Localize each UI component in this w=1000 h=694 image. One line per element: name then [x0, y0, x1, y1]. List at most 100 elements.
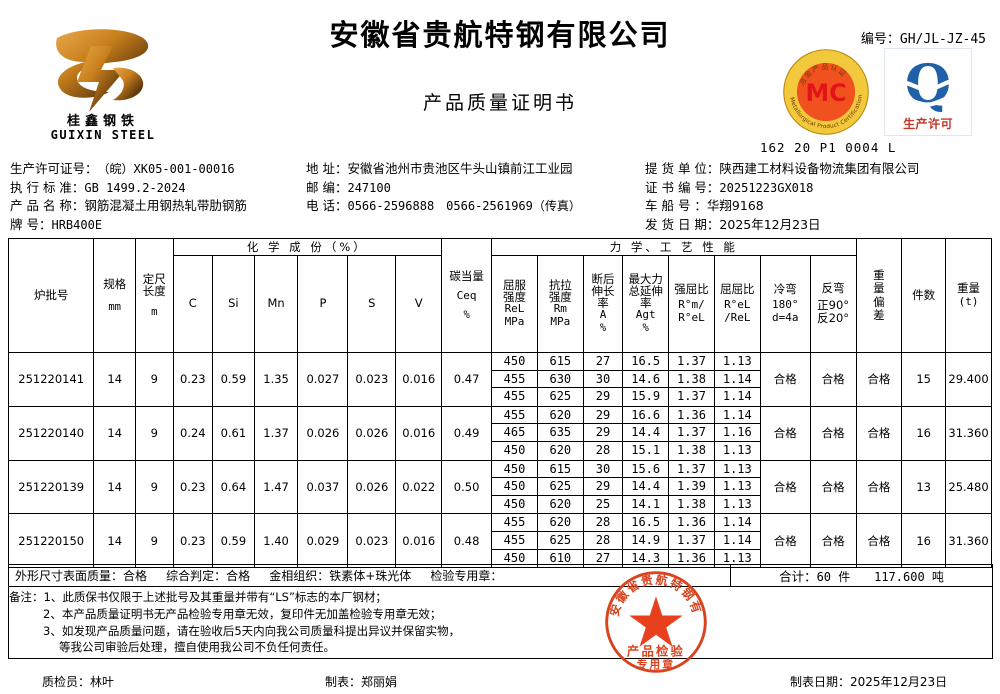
- info-row: 地 址：安徽省池州市贵池区牛头山镇前江工业园: [306, 160, 636, 179]
- info-key: 地 址：: [306, 161, 348, 176]
- cell-elongation: 29 29 28: [582, 405, 624, 461]
- document-title: 产品质量证明书: [422, 92, 577, 114]
- test-value: 1.13: [722, 442, 752, 457]
- test-value: 1.14: [714, 407, 760, 425]
- cell-elongation: 30 29 25: [582, 459, 624, 515]
- cell-yield-ratio: 1.14 1.14 1.13: [713, 513, 761, 569]
- info-key: 执 行 标 准：: [10, 179, 85, 195]
- test-value: 1.37: [669, 424, 714, 442]
- test-value: 450: [492, 461, 537, 479]
- info-row: 执 行 标 准：GB 1499.2-2024: [10, 179, 310, 198]
- document-header: 桂鑫钢铁 GUIXIN STEEL 安徽省贵航特钢有限公司 产品质量证明书 编号…: [0, 0, 1000, 155]
- cell-chem-v: 0.016: [395, 352, 443, 407]
- svg-text:MC: MC: [805, 79, 846, 107]
- test-value: 610: [549, 550, 572, 565]
- th-chem-s: S: [347, 255, 397, 353]
- info-row: 提 货 单 位：陕西建工材料设备物流集团有限公司: [645, 160, 995, 179]
- table-head: 炉批号 规格 mm 定尺 长度 m 化 学 成 份（%） 碳当量 Ceq % 力 …: [7, 238, 992, 353]
- cell-chem-s: 0.023: [347, 352, 397, 407]
- table-row: 251220140 14 9 0.24 0.61 1.37 0.026 0.026 0.016 0…: [7, 405, 992, 461]
- total-pieces: 60 件: [816, 570, 851, 584]
- cell-tensile-strength: 615 630 625: [536, 352, 584, 407]
- cell-chem-p: 0.026: [297, 405, 349, 461]
- test-value: 1.13: [722, 496, 752, 511]
- th-chem-c: C: [172, 255, 214, 353]
- cell-spec: 14: [93, 352, 137, 407]
- test-value: 30: [583, 461, 623, 479]
- quality-data-table: 炉批号 规格 mm 定尺 长度 m 化 学 成 份（%） 碳当量 Ceq % 力 …: [7, 238, 992, 569]
- test-value: 1.38: [677, 442, 706, 457]
- summary-totals: 合计：60 件 117.600 吨: [730, 564, 993, 587]
- th-ceq: 碳当量 Ceq %: [441, 238, 493, 353]
- test-value: 1.13: [714, 353, 760, 371]
- table-row: 251220141 14 9 0.23 0.59 1.35 0.027 0.023 0.016 0…: [7, 352, 992, 407]
- company-title: 安徽省贵航特钢有限公司: [329, 18, 671, 52]
- summary-row: 外形尺寸表面质量：合格 综合判定：合格 金相组织：铁素体+珠光体 检验专用章： …: [8, 564, 993, 587]
- cell-yield-strength: 450 450 450: [491, 459, 538, 515]
- cell-weight: 29.400: [945, 352, 992, 407]
- preparer-field: 制表：郑丽娟: [325, 673, 397, 690]
- info-block: 生产许可证号：（皖）XK05-001-00016 执 行 标 准：GB 1499…: [0, 160, 1000, 234]
- info-column-left: 生产许可证号：（皖）XK05-001-00016 执 行 标 准：GB 1499…: [10, 160, 310, 234]
- test-value: 1.14: [722, 389, 752, 404]
- preparer-label: 制表：: [325, 675, 362, 689]
- note-item: 1、此质保书仅限于上述批号及其重量并带有“LS”标志的本厂钢材；: [43, 589, 387, 604]
- test-value: 450: [503, 550, 526, 565]
- cell-strength-ratio: 1.36 1.37 1.38: [668, 405, 715, 461]
- test-value: 625: [549, 389, 572, 404]
- cell-spec: 14: [93, 405, 137, 461]
- test-value: 455: [492, 514, 537, 532]
- th-chem-si: Si: [212, 255, 255, 353]
- info-value: 安徽省池州市贵池区牛头山镇前江工业园: [347, 161, 573, 176]
- test-value: 29: [583, 407, 623, 425]
- cell-yield-strength: 455 465 450: [491, 405, 538, 461]
- test-value: 455: [492, 532, 537, 550]
- info-value: 247100: [347, 180, 391, 195]
- cell-spec: 14: [93, 459, 137, 515]
- test-value: 30: [583, 371, 623, 389]
- test-value: 29: [583, 424, 623, 442]
- info-value: HRB400E: [51, 217, 103, 232]
- document-number: 编号：GH/JL-JZ-45: [861, 28, 986, 47]
- cell-ceq: 0.47: [441, 352, 493, 407]
- cell-chem-c: 0.23: [172, 352, 214, 407]
- info-key: 生产许可证号：: [10, 161, 98, 176]
- cell-ceq: 0.48: [441, 513, 493, 569]
- cell-reverse-bend: 合格: [809, 459, 857, 515]
- th-heat-no-label: 炉批号: [33, 287, 69, 302]
- test-value: 25: [595, 496, 611, 511]
- cell-length: 9: [135, 513, 174, 569]
- th-spec-label: 规格: [103, 277, 127, 292]
- info-key: 车 船 号 ：: [645, 198, 707, 213]
- cell-chem-mn: 1.40: [253, 513, 299, 569]
- cell-length: 9: [135, 459, 174, 515]
- test-value: 1.14: [714, 514, 760, 532]
- date-field: 制表日期：2025年12月23日: [790, 673, 947, 690]
- cell-weight: 25.480: [945, 459, 992, 515]
- preparer-value: 郑丽娟: [361, 675, 398, 689]
- test-value: 1.36: [677, 550, 706, 565]
- info-row: 产 品 名 称：钢筋混凝土用钢热轧带肋钢筋: [10, 197, 310, 216]
- notes-block: 备注：1、此质保书仅限于上述批号及其重量并带有“LS”标志的本厂钢材； 2、本产…: [8, 586, 993, 659]
- logo-chinese-name: 桂鑫钢铁: [66, 114, 139, 129]
- test-value: 455: [492, 407, 537, 425]
- test-value: 615: [537, 353, 583, 371]
- cell-heat-no: 251220139: [7, 459, 95, 515]
- info-key: 发 货 日 期：: [645, 216, 720, 232]
- inspection-stamp-label: 检验专用章：: [430, 569, 503, 583]
- th-weight: 重量 (t): [945, 238, 992, 353]
- test-value: 635: [537, 424, 583, 442]
- test-value: 1.16: [714, 424, 760, 442]
- cell-total-elongation: 16.5 14.6 15.9: [622, 352, 670, 407]
- cell-chem-s: 0.023: [347, 513, 397, 569]
- info-row: 邮 编：247100: [306, 179, 636, 198]
- cell-chem-v: 0.022: [395, 459, 443, 515]
- info-value: 20251223GX018: [719, 180, 814, 195]
- cell-chem-mn: 1.35: [253, 352, 299, 407]
- test-value: 1.13: [714, 461, 760, 479]
- test-value: 14.1: [631, 496, 661, 511]
- cell-spec: 14: [93, 513, 137, 569]
- cell-ceq: 0.49: [441, 405, 493, 461]
- table-row: 251220150 14 9 0.23 0.59 1.40 0.029 0.023 0.016 0…: [7, 513, 992, 569]
